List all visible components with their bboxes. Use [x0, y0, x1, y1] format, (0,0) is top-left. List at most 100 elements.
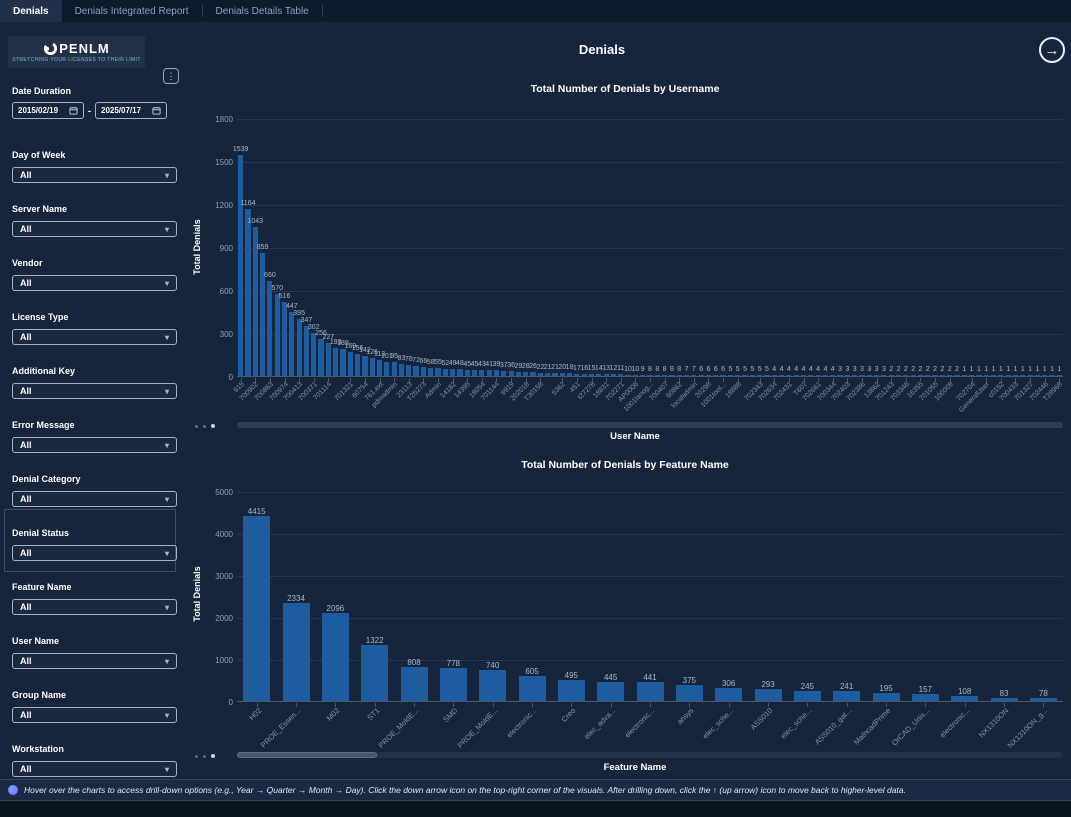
bar-user-95[interactable]: [932, 375, 938, 376]
bar-user-104[interactable]: [998, 375, 1004, 376]
bar-user-62[interactable]: [691, 375, 697, 376]
bar-user-37[interactable]: [508, 370, 514, 376]
bar-user-57[interactable]: [654, 374, 660, 376]
bar-user-53[interactable]: [625, 374, 631, 376]
bar-user-26[interactable]: [428, 367, 434, 376]
bar-user-48[interactable]: [588, 373, 595, 376]
bar-user-86[interactable]: [866, 375, 872, 376]
filter-select-error-message[interactable]: All ▾: [12, 437, 177, 453]
filter-select-server-name[interactable]: All ▾: [12, 221, 177, 237]
bar-user-17[interactable]: [362, 355, 368, 376]
bar-user-92[interactable]: [910, 375, 916, 376]
bar-user-91[interactable]: [903, 375, 909, 376]
bar-user-21[interactable]: [391, 362, 397, 376]
bar-user-46[interactable]: [574, 373, 580, 376]
bar-user-105[interactable]: [1005, 375, 1011, 376]
bar-user-36[interactable]: [501, 370, 507, 376]
bar-user-27[interactable]: [435, 368, 441, 376]
bar-user-59[interactable]: [669, 374, 675, 376]
bar-user-1[interactable]: [245, 209, 251, 376]
filter-select-group-name[interactable]: All ▾: [12, 707, 177, 723]
date-end-input[interactable]: 2025/07/17: [95, 102, 167, 119]
bar-user-41[interactable]: [537, 372, 543, 376]
bar-user-20[interactable]: [384, 361, 390, 376]
bar-feature-15[interactable]: [833, 690, 861, 701]
filter-select-user-name[interactable]: All ▾: [12, 653, 177, 669]
bar-user-40[interactable]: [530, 372, 536, 376]
filter-select-workstation[interactable]: All ▾: [12, 761, 177, 777]
bar-feature-5[interactable]: [439, 668, 467, 701]
bar-feature-11[interactable]: [675, 685, 703, 701]
bar-user-42[interactable]: [545, 373, 551, 376]
bar-user-34[interactable]: [486, 370, 492, 376]
bar-feature-1[interactable]: [282, 602, 310, 701]
bar-user-9[interactable]: [303, 326, 310, 376]
bar-user-67[interactable]: [727, 375, 733, 376]
tab-denials-integrated-report[interactable]: Denials Integrated Report: [62, 0, 202, 22]
bar-feature-12[interactable]: [715, 688, 743, 701]
bar-user-83[interactable]: [844, 375, 850, 376]
tab-denials-details-table[interactable]: Denials Details Table: [203, 0, 322, 22]
bar-user-66[interactable]: [720, 375, 726, 376]
bar-user-50[interactable]: [603, 374, 609, 376]
bar-user-3[interactable]: [259, 252, 266, 376]
bar-user-44[interactable]: [559, 373, 565, 376]
bar-user-106[interactable]: [1012, 375, 1019, 376]
bar-user-25[interactable]: [420, 366, 426, 376]
bar-user-38[interactable]: [515, 371, 521, 376]
filter-select-denial-category[interactable]: All ▾: [12, 491, 177, 507]
bar-user-64[interactable]: [705, 375, 712, 376]
bar-user-58[interactable]: [662, 374, 668, 376]
bar-user-15[interactable]: [347, 351, 353, 376]
bar-user-93[interactable]: [917, 375, 924, 376]
bar-user-103[interactable]: [990, 375, 997, 376]
bar-user-55[interactable]: [640, 374, 646, 376]
bar-user-65[interactable]: [713, 375, 719, 376]
bar-user-75[interactable]: [786, 375, 792, 376]
bar-user-18[interactable]: [369, 357, 375, 376]
filter-select-additional-key[interactable]: All ▾: [12, 383, 177, 399]
bar-user-79[interactable]: [815, 375, 821, 376]
bar-user-14[interactable]: [340, 348, 346, 376]
bar-user-90[interactable]: [895, 375, 902, 376]
bar-user-32[interactable]: [471, 369, 478, 376]
bar-user-29[interactable]: [450, 368, 456, 376]
bar-user-107[interactable]: [1020, 375, 1026, 376]
bar-user-23[interactable]: [406, 365, 412, 376]
chart2-scrollbar-thumb[interactable]: [237, 752, 377, 758]
bar-user-10[interactable]: [311, 332, 317, 376]
bar-feature-13[interactable]: [754, 688, 782, 701]
bar-user-89[interactable]: [888, 375, 894, 376]
bar-user-101[interactable]: [976, 375, 982, 376]
bar-user-111[interactable]: [1049, 375, 1055, 376]
filter-select-feature-name[interactable]: All ▾: [12, 599, 177, 615]
bar-feature-9[interactable]: [597, 682, 625, 701]
bar-user-100[interactable]: [969, 375, 975, 376]
bar-user-96[interactable]: [939, 375, 945, 376]
bar-user-82[interactable]: [837, 375, 843, 376]
bar-user-24[interactable]: [413, 365, 419, 376]
bar-user-71[interactable]: [757, 375, 763, 376]
filter-select-vendor[interactable]: All ▾: [12, 275, 177, 291]
bar-user-8[interactable]: [296, 319, 302, 376]
bar-feature-0[interactable]: [243, 515, 271, 701]
bar-user-72[interactable]: [764, 375, 770, 376]
bar-user-63[interactable]: [698, 375, 704, 376]
bar-user-51[interactable]: [610, 374, 617, 376]
bar-user-69[interactable]: [742, 375, 748, 376]
bar-user-28[interactable]: [442, 368, 448, 376]
bar-feature-6[interactable]: [479, 669, 507, 701]
bar-user-43[interactable]: [552, 373, 558, 376]
bar-user-108[interactable]: [1027, 375, 1033, 376]
bar-user-112[interactable]: [1056, 375, 1062, 376]
filter-select-denial-status[interactable]: All ▾: [12, 545, 177, 561]
bar-user-0[interactable]: [238, 155, 244, 376]
bar-feature-3[interactable]: [361, 645, 389, 701]
bar-user-54[interactable]: [632, 374, 638, 376]
bar-user-76[interactable]: [793, 375, 799, 376]
bar-feature-16[interactable]: [872, 692, 900, 701]
bar-feature-17[interactable]: [911, 694, 939, 701]
bar-user-33[interactable]: [479, 369, 485, 376]
date-start-input[interactable]: 2015/02/19: [12, 102, 84, 119]
bar-user-5[interactable]: [274, 294, 280, 376]
